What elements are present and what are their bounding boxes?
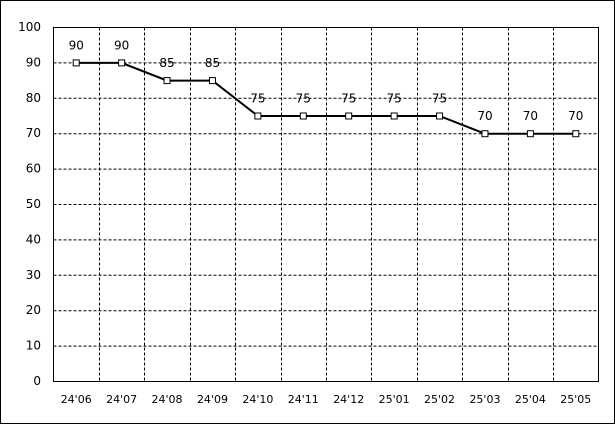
- y-tick-label: 40: [26, 232, 41, 246]
- y-tick-label: 70: [26, 126, 41, 140]
- marker: [163, 77, 171, 85]
- marker: [481, 130, 489, 138]
- plot-border: [53, 27, 599, 382]
- data-label: 75: [341, 92, 356, 106]
- data-label: 75: [250, 92, 265, 106]
- line: [76, 61, 576, 135]
- x-tick-label: 25'03: [469, 393, 500, 406]
- x-tick-label: 25'05: [560, 393, 591, 406]
- marker: [72, 59, 80, 67]
- grid: [53, 27, 599, 382]
- y-tick-label: 50: [26, 197, 41, 211]
- data-label: 85: [159, 56, 174, 70]
- x-tick-label: 24'09: [197, 393, 228, 406]
- x-tick-label: 25'04: [515, 393, 546, 406]
- y-tick-label: 90: [26, 55, 41, 69]
- x-tick-label: 25'01: [379, 393, 410, 406]
- x-tick-label: 25'02: [424, 393, 455, 406]
- marker: [436, 112, 444, 120]
- y-tick-label: 0: [33, 374, 41, 388]
- y-tick-label: 10: [26, 339, 41, 353]
- marker: [390, 112, 398, 120]
- data-label: 75: [386, 92, 401, 106]
- data-label: 70: [523, 109, 538, 123]
- x-tick-label: 24'08: [152, 393, 183, 406]
- x-tick-label: 24'11: [288, 393, 319, 406]
- y-tick-label: 80: [26, 91, 41, 105]
- x-tick-label: 24'12: [333, 393, 364, 406]
- marker: [254, 112, 262, 120]
- data-label: 75: [432, 92, 447, 106]
- x-tick-label: 24'06: [61, 393, 92, 406]
- y-tick-label: 60: [26, 162, 41, 176]
- y-tick-label: 100: [18, 20, 41, 34]
- y-tick-label: 20: [26, 303, 41, 317]
- data-label: 85: [205, 56, 220, 70]
- marker: [208, 77, 216, 85]
- data-label: 70: [477, 109, 492, 123]
- marker: [345, 112, 353, 120]
- marker: [572, 130, 580, 138]
- x-tick-label: 24'07: [106, 393, 137, 406]
- y-tick-label: 30: [26, 268, 41, 282]
- x-tick-label: 24'10: [242, 393, 273, 406]
- marker: [118, 59, 126, 67]
- data-label: 75: [296, 92, 311, 106]
- data-label: 90: [114, 38, 129, 52]
- marker: [526, 130, 534, 138]
- data-label: 90: [69, 38, 84, 52]
- data-label: 70: [568, 109, 583, 123]
- marker: [299, 112, 307, 120]
